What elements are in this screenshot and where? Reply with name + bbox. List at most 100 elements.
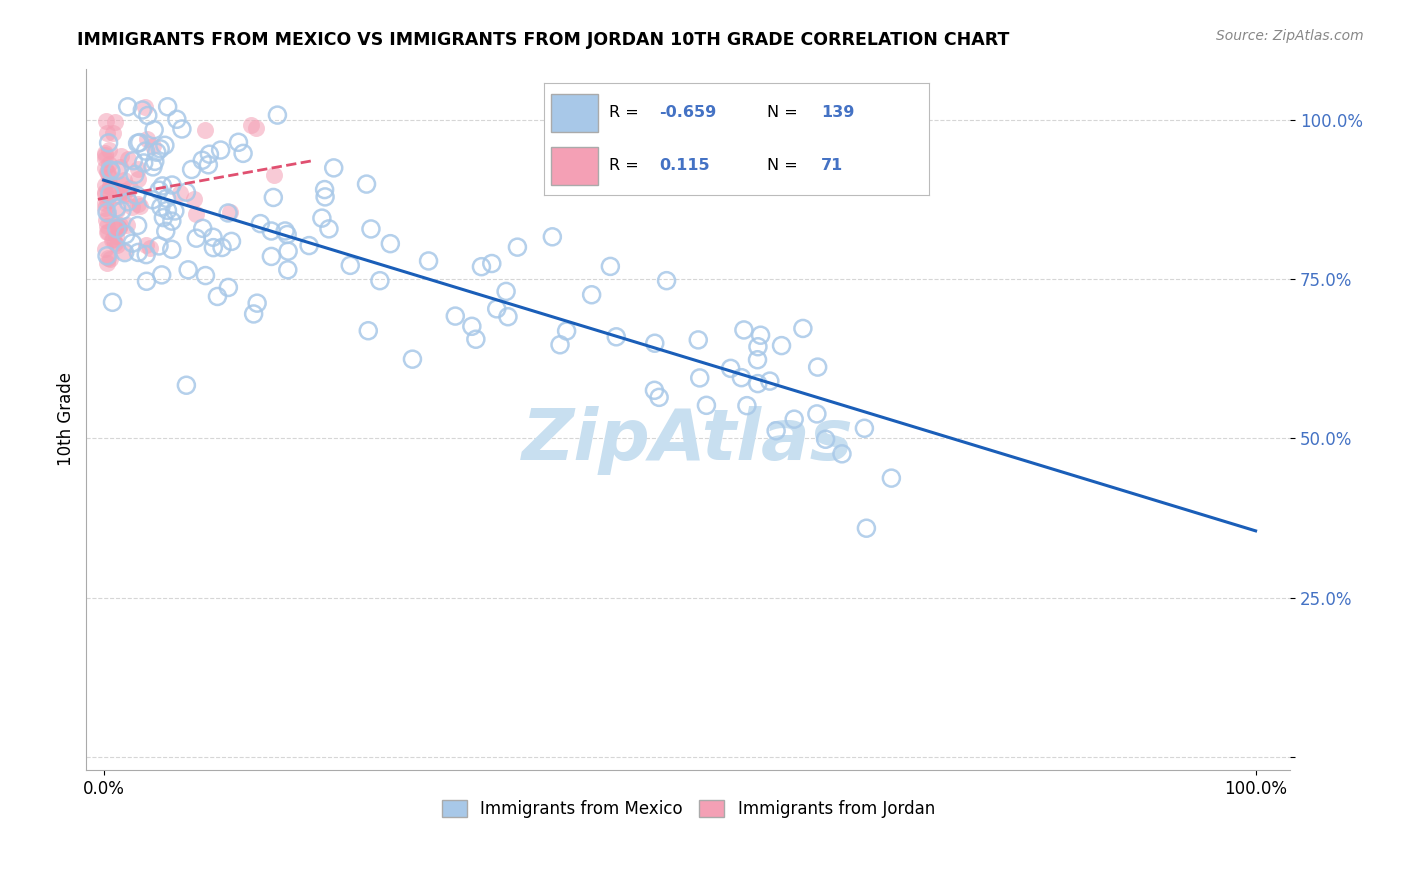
Point xyxy=(127,245,149,260)
Point xyxy=(274,224,297,238)
Point xyxy=(132,156,155,170)
Point xyxy=(880,471,903,485)
Point xyxy=(153,138,176,153)
Point xyxy=(96,249,118,263)
Point xyxy=(96,165,118,179)
Point xyxy=(96,205,118,219)
Point xyxy=(93,186,115,200)
Point xyxy=(831,447,853,461)
Point xyxy=(134,100,156,114)
Point xyxy=(160,242,183,256)
Point xyxy=(96,126,118,140)
Point xyxy=(94,212,117,227)
Point xyxy=(114,245,136,260)
Point xyxy=(128,199,150,213)
Point xyxy=(242,307,264,321)
Point xyxy=(101,233,124,247)
Point xyxy=(98,252,121,267)
Point xyxy=(110,177,132,191)
Point xyxy=(506,240,529,254)
Point xyxy=(105,221,128,235)
Point xyxy=(191,221,214,235)
Point xyxy=(127,219,149,233)
Point xyxy=(260,224,283,238)
Point xyxy=(121,200,143,214)
Point xyxy=(112,173,135,187)
Point xyxy=(183,192,205,206)
Point xyxy=(232,146,254,161)
Point xyxy=(495,285,517,299)
Point xyxy=(145,145,167,160)
Point xyxy=(97,208,120,222)
Point xyxy=(853,421,876,435)
Point xyxy=(581,287,603,301)
Point xyxy=(105,201,128,215)
Point xyxy=(464,332,486,346)
Point xyxy=(277,262,299,277)
Point xyxy=(142,193,165,207)
Point xyxy=(197,158,219,172)
Point xyxy=(97,136,120,150)
Point xyxy=(855,521,877,535)
Point xyxy=(198,147,221,161)
Point xyxy=(93,242,115,256)
Point xyxy=(249,217,271,231)
Point xyxy=(127,172,149,186)
Point xyxy=(111,203,134,218)
Point xyxy=(191,153,214,168)
Point xyxy=(555,324,578,338)
Point xyxy=(96,219,118,234)
Point xyxy=(541,229,564,244)
Point xyxy=(148,239,170,253)
Point xyxy=(783,412,806,426)
Point xyxy=(143,154,166,169)
Point xyxy=(105,203,128,218)
Point xyxy=(314,190,336,204)
Point xyxy=(311,211,333,226)
Point xyxy=(481,256,503,270)
Point xyxy=(260,249,283,263)
Point xyxy=(357,324,380,338)
Point xyxy=(217,206,239,220)
Point xyxy=(733,323,755,337)
Point xyxy=(496,310,519,324)
Point xyxy=(380,236,402,251)
Point xyxy=(747,352,769,367)
Point xyxy=(644,336,666,351)
Point xyxy=(148,183,170,197)
Point xyxy=(117,100,139,114)
Point xyxy=(107,219,129,234)
Point xyxy=(807,360,830,375)
Point xyxy=(155,191,177,205)
Point xyxy=(105,229,128,244)
Point xyxy=(124,168,146,182)
Legend: Immigrants from Mexico, Immigrants from Jordan: Immigrants from Mexico, Immigrants from … xyxy=(434,793,942,825)
Point xyxy=(339,259,361,273)
Point xyxy=(136,108,159,122)
Text: ZipAtlas: ZipAtlas xyxy=(523,406,853,475)
Point xyxy=(142,139,165,153)
Point xyxy=(97,166,120,180)
Point xyxy=(314,183,336,197)
Point xyxy=(217,280,239,294)
Point xyxy=(170,122,193,136)
Point xyxy=(96,256,118,270)
Point xyxy=(155,224,177,238)
Point xyxy=(298,238,321,252)
Point xyxy=(356,177,378,191)
Point xyxy=(152,211,174,225)
Point xyxy=(93,201,115,215)
Point xyxy=(202,230,225,244)
Point xyxy=(186,231,208,245)
Point xyxy=(120,181,142,195)
Point xyxy=(101,126,124,140)
Point xyxy=(695,398,717,412)
Point xyxy=(104,236,127,251)
Point xyxy=(246,296,269,310)
Point xyxy=(221,235,243,249)
Point xyxy=(93,186,115,201)
Point xyxy=(93,178,115,192)
Point xyxy=(128,136,150,150)
Point xyxy=(765,424,787,438)
Point xyxy=(219,205,242,219)
